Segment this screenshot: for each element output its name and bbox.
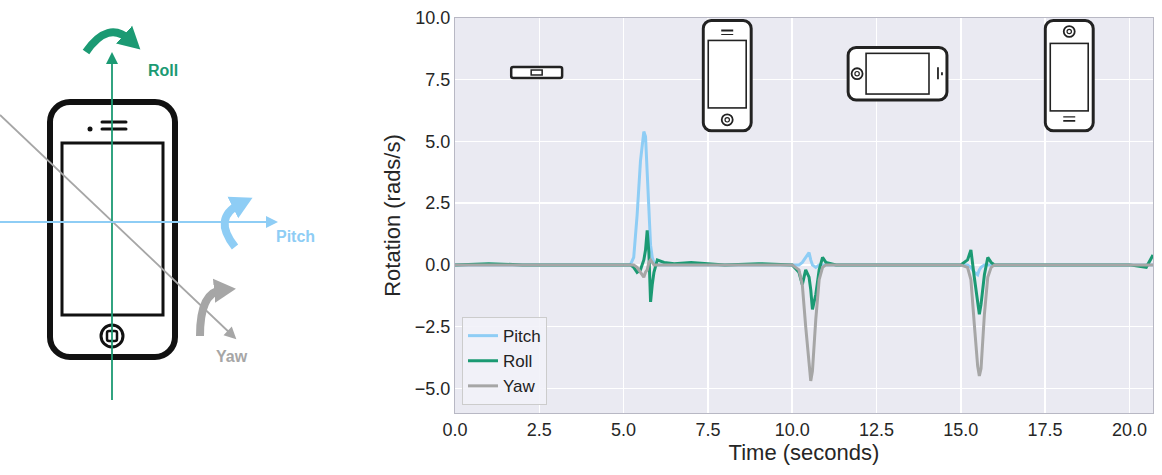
svg-text:0.0: 0.0	[442, 420, 467, 440]
svg-text:2.5: 2.5	[425, 193, 450, 213]
svg-text:10.0: 10.0	[775, 420, 810, 440]
svg-text:−5.0: −5.0	[415, 379, 451, 399]
svg-text:7.5: 7.5	[695, 420, 720, 440]
svg-text:0.0: 0.0	[425, 255, 450, 275]
svg-text:12.5: 12.5	[859, 420, 894, 440]
svg-text:5.0: 5.0	[611, 420, 636, 440]
svg-text:7.5: 7.5	[425, 70, 450, 90]
svg-text:20.0: 20.0	[1112, 420, 1147, 440]
svg-text:2.5: 2.5	[527, 420, 552, 440]
svg-text:Pitch: Pitch	[276, 228, 315, 245]
svg-text:5.0: 5.0	[425, 132, 450, 152]
svg-text:Roll: Roll	[503, 352, 532, 371]
svg-text:Roll: Roll	[148, 62, 178, 79]
svg-text:Time (seconds): Time (seconds)	[729, 440, 880, 465]
svg-text:10.0: 10.0	[415, 8, 450, 28]
svg-text:Yaw: Yaw	[503, 377, 536, 396]
svg-text:15.0: 15.0	[943, 420, 978, 440]
svg-text:−2.5: −2.5	[415, 317, 451, 337]
svg-text:17.5: 17.5	[1028, 420, 1063, 440]
svg-text:Rotation (rads/s): Rotation (rads/s)	[380, 134, 405, 297]
svg-text:Pitch: Pitch	[503, 327, 541, 346]
svg-text:Yaw: Yaw	[216, 348, 248, 365]
